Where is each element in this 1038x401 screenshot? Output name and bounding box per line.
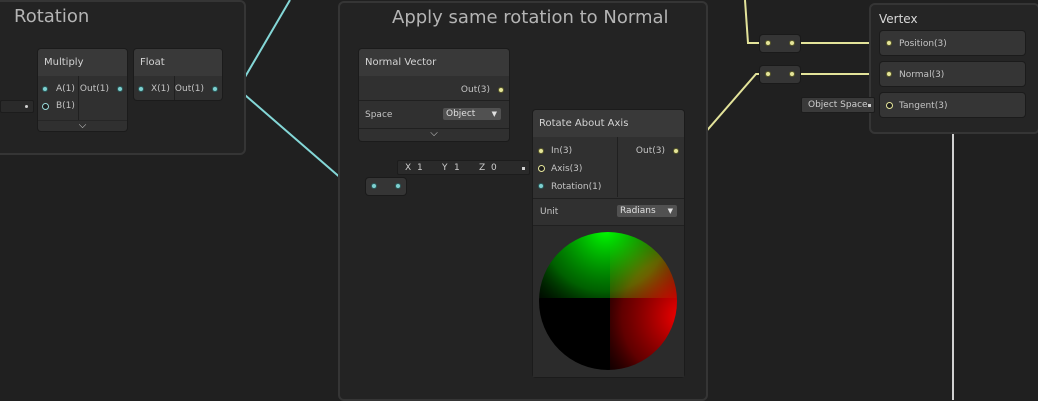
axis-x-label: X	[405, 163, 412, 173]
unit-dropdown[interactable]: Radians ▼	[617, 205, 677, 217]
port-x[interactable]	[138, 86, 144, 92]
tangent-space-value: Object Space	[808, 100, 868, 110]
axis-y-value[interactable]: 1	[454, 163, 460, 173]
reroute-node-position[interactable]	[760, 35, 800, 52]
triangle-down-icon: ▼	[491, 110, 497, 118]
tangent-space-field[interactable]: Object Space	[801, 97, 875, 113]
unit-label: Unit	[540, 207, 559, 217]
port-b-label: B(1)	[56, 101, 75, 111]
space-dropdown[interactable]: Object ▼	[443, 108, 501, 120]
vertex-port-normal[interactable]: Normal(3)	[880, 62, 1025, 86]
port-out[interactable]	[117, 86, 123, 92]
preview-sphere	[533, 226, 684, 377]
port-in[interactable]	[538, 148, 544, 154]
normal-label: Normal(3)	[899, 70, 945, 80]
port-a-label: A(1)	[56, 84, 75, 94]
node-normal-vector[interactable]: Normal Vector Out(3) Space Object ▼ ⌵	[359, 49, 509, 141]
port-axis-label: Axis(3)	[551, 164, 583, 174]
b-input-field[interactable]	[0, 100, 34, 113]
vertex-port-tangent[interactable]: Tangent(3)	[880, 93, 1025, 117]
node-multiply[interactable]: Multiply A(1) B(1) Out(1) ⌵	[38, 49, 127, 131]
port-b[interactable]	[42, 103, 49, 110]
port-axis[interactable]	[538, 165, 545, 172]
port-out[interactable]	[498, 87, 504, 93]
node-title: Float	[134, 49, 222, 76]
axis-z-label: Z	[479, 163, 486, 173]
reroute-node-rotation[interactable]	[366, 178, 406, 195]
chevron-down-icon[interactable]: ⌵	[430, 128, 438, 139]
node-title: Multiply	[38, 49, 127, 76]
port-x-label: X(1)	[151, 84, 170, 94]
node-title: Rotate About Axis	[533, 110, 684, 137]
axis-vector-field[interactable]: X 1 Y 1 Z 0	[397, 160, 530, 175]
port-out[interactable]	[212, 86, 218, 92]
node-rotate-about-axis[interactable]: Rotate About Axis In(3) Axis(3) Rotation…	[533, 110, 684, 377]
port-out[interactable]	[673, 148, 679, 154]
space-label: Space	[365, 110, 393, 120]
reroute-node-normal[interactable]	[760, 66, 800, 83]
position-label: Position(3)	[899, 39, 947, 49]
vertex-title: Vertex	[879, 12, 918, 26]
port-in-label: In(3)	[551, 146, 573, 156]
port-out-label: Out(3)	[635, 146, 665, 156]
chevron-down-icon[interactable]: ⌵	[78, 120, 87, 131]
axis-y-label: Y	[442, 163, 448, 173]
port-rotation[interactable]	[538, 183, 544, 189]
port-a[interactable]	[42, 86, 48, 92]
triangle-down-icon: ▼	[667, 207, 673, 215]
vertex-port-position[interactable]: Position(3)	[880, 31, 1025, 55]
port-out-label: Out(1)	[79, 84, 109, 94]
tangent-label: Tangent(3)	[899, 101, 948, 111]
axis-x-value[interactable]: 1	[417, 163, 423, 173]
space-value: Object	[446, 109, 476, 119]
axis-z-value[interactable]: 0	[491, 163, 497, 173]
port-out-label: Out(3)	[460, 85, 490, 95]
unit-value: Radians	[620, 206, 656, 216]
port-out-label: Out(1)	[174, 84, 204, 94]
port-rotation-label: Rotation(1)	[551, 182, 602, 192]
group-title: Rotation	[14, 6, 90, 27]
wire-position-up	[744, 0, 762, 44]
node-title: Normal Vector	[359, 49, 509, 76]
group-title: Apply same rotation to Normal	[392, 7, 669, 28]
node-float[interactable]: Float X(1) Out(1)	[134, 49, 222, 100]
